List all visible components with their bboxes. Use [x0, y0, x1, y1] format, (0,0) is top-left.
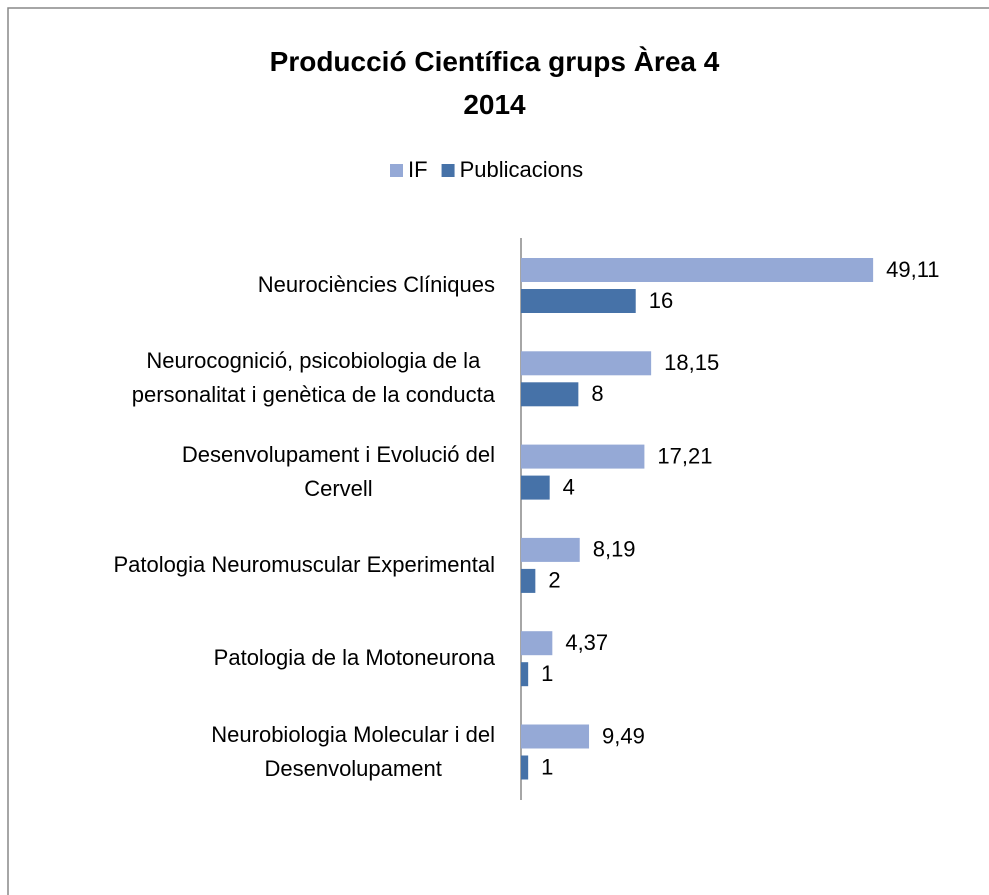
category-label: Patologia de la Motoneurona [213, 645, 495, 671]
data-label: 16 [649, 288, 673, 313]
category-label: Neurobiologia Molecular i del Desenvolup… [211, 721, 495, 781]
data-label: 8 [591, 381, 603, 406]
category-label: Desenvolupament i Evolució del Cervell [181, 441, 495, 501]
category-label: Patologia Neuromuscular Experimental [113, 551, 495, 577]
data-label: 17,21 [657, 443, 712, 468]
data-label: 18,15 [664, 350, 719, 375]
category-label: Neurocognició, psicobiologia de la perso… [131, 348, 495, 408]
data-label: 1 [541, 661, 553, 686]
legend-swatch [441, 164, 455, 177]
data-label: 1 [541, 754, 553, 779]
data-label: 4,37 [565, 630, 608, 655]
bar [521, 475, 550, 500]
data-label: 9,49 [602, 723, 645, 748]
bar [521, 631, 553, 656]
bar [521, 568, 536, 593]
bar [521, 382, 579, 407]
legend-swatch [390, 164, 403, 177]
category-label: Neurociències Clíniques [257, 272, 495, 297]
bar [521, 724, 590, 749]
bar [521, 258, 874, 282]
bar [521, 444, 645, 469]
bar [521, 662, 529, 687]
bar [521, 289, 636, 313]
data-label: 4 [563, 474, 575, 499]
bar [521, 351, 652, 376]
chart-title: Producció Científica grups Àrea 4 2014 [269, 46, 720, 120]
legend-label: Publicacions [459, 157, 584, 182]
bar [521, 537, 580, 562]
bar [521, 755, 529, 780]
data-label: 2 [548, 568, 560, 593]
data-label: 49,11 [886, 257, 939, 282]
chart-border [7, 7, 989, 895]
legend-label: IF [408, 157, 428, 182]
data-label: 8,19 [593, 537, 636, 562]
